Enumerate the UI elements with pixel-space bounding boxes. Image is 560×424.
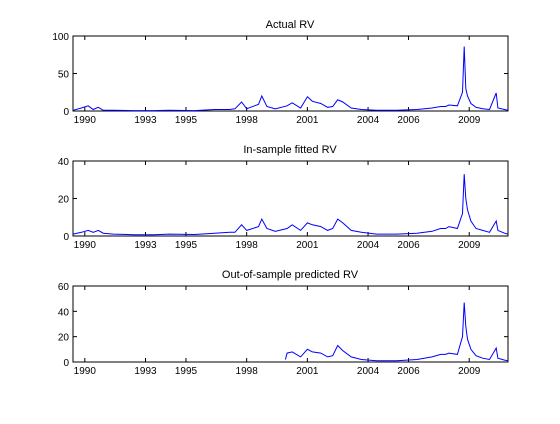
subplot-in-sample-fitted-rv: In-sample fitted RV 0 20 40 1990 1993 1995 199… [58, 144, 509, 251]
subplot-title: Out-of-sample predicted RV [222, 269, 359, 281]
y-tick-label: 100 [52, 32, 69, 43]
x-tick-label: 1995 [175, 240, 198, 251]
x-tick-label: 1993 [134, 240, 157, 251]
y-tick-label: 0 [63, 358, 69, 369]
x-tick-label: 1990 [74, 115, 97, 126]
y-tick-label: 20 [58, 333, 70, 344]
x-tick-label: 1998 [236, 240, 259, 251]
axes-frame [72, 285, 509, 363]
x-tick-label: 1990 [74, 366, 97, 377]
axes-frame [72, 35, 509, 112]
x-tick-label: 2006 [397, 366, 420, 377]
x-tick-label: 1993 [134, 115, 157, 126]
subplot-out-of-sample-predicted-rv: Out-of-sample predicted RV 0 20 40 60 1990 19… [58, 269, 509, 377]
axes-frame [72, 160, 509, 237]
x-tick-label: 2001 [296, 240, 319, 251]
x-tick-label: 2001 [296, 366, 319, 377]
y-tick-label: 0 [63, 232, 69, 243]
x-tick-label: 1990 [74, 240, 97, 251]
x-tick-label: 2004 [357, 115, 380, 126]
x-tick-label: 1998 [236, 366, 259, 377]
y-tick-label: 40 [58, 307, 70, 318]
series-line [72, 46, 509, 112]
subplot-actual-rv: Actual RV 0 50 100 1990 1993 1995 1998 2001 2004… [52, 19, 509, 126]
series-line [284, 302, 509, 362]
subplot-title: In-sample fitted RV [243, 144, 337, 156]
x-tick-label: 2004 [357, 240, 380, 251]
y-tick-label: 60 [58, 282, 70, 293]
x-tick-label: 2009 [458, 115, 481, 126]
x-tick-label: 2009 [458, 366, 481, 377]
series-line [72, 174, 509, 236]
subplot-title: Actual RV [266, 19, 315, 31]
x-tick-label: 2001 [296, 115, 319, 126]
x-tick-label: 1993 [134, 366, 157, 377]
x-tick-label: 2006 [397, 115, 420, 126]
y-tick-label: 40 [58, 157, 70, 168]
x-tick-label: 1995 [175, 366, 198, 377]
x-tick-label: 1995 [175, 115, 198, 126]
y-tick-label: 20 [58, 195, 70, 206]
x-tick-label: 2004 [357, 366, 380, 377]
y-tick-label: 0 [63, 107, 69, 118]
x-tick-label: 2006 [397, 240, 420, 251]
x-tick-label: 1998 [236, 115, 259, 126]
y-tick-label: 50 [58, 70, 70, 81]
x-tick-label: 2009 [458, 240, 481, 251]
